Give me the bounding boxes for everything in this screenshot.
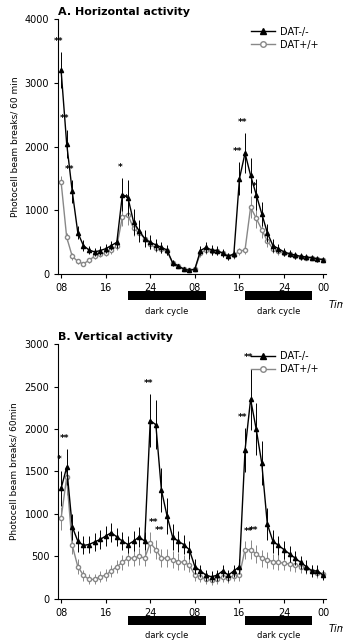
Text: dark cycle: dark cycle <box>257 307 300 316</box>
Text: **: ** <box>190 620 200 629</box>
Text: dark cycle: dark cycle <box>257 631 300 640</box>
Text: **: ** <box>244 527 253 536</box>
Text: **: ** <box>143 379 153 388</box>
Text: **: ** <box>149 518 158 527</box>
Y-axis label: Photocell beam breaks/ 60 min: Photocell beam breaks/ 60 min <box>10 77 19 217</box>
Text: *: * <box>57 455 61 464</box>
Text: **: ** <box>244 354 253 363</box>
Text: dark cycle: dark cycle <box>145 631 189 640</box>
Text: B. Vertical activity: B. Vertical activity <box>58 332 173 342</box>
Y-axis label: Photocell beam breaks/ 60min: Photocell beam breaks/ 60min <box>10 402 19 540</box>
Text: **: ** <box>233 147 242 156</box>
Text: **: ** <box>154 526 164 535</box>
Text: Time: Time <box>329 625 343 634</box>
Text: **: ** <box>249 526 259 535</box>
Text: **: ** <box>65 164 75 173</box>
Text: **: ** <box>238 118 248 127</box>
Text: *: * <box>251 182 256 191</box>
Text: dark cycle: dark cycle <box>145 307 189 316</box>
Text: **: ** <box>238 413 248 422</box>
Text: Time: Time <box>329 299 343 310</box>
Text: A. Horizontal activity: A. Horizontal activity <box>58 7 190 17</box>
Legend: DAT-/-, DAT+/+: DAT-/-, DAT+/+ <box>251 352 318 374</box>
Text: *: * <box>118 162 122 171</box>
Text: **: ** <box>60 114 69 123</box>
Legend: DAT-/-, DAT+/+: DAT-/-, DAT+/+ <box>251 27 318 50</box>
Text: **: ** <box>54 37 63 46</box>
Text: **: ** <box>60 434 69 443</box>
Text: *: * <box>123 193 128 202</box>
